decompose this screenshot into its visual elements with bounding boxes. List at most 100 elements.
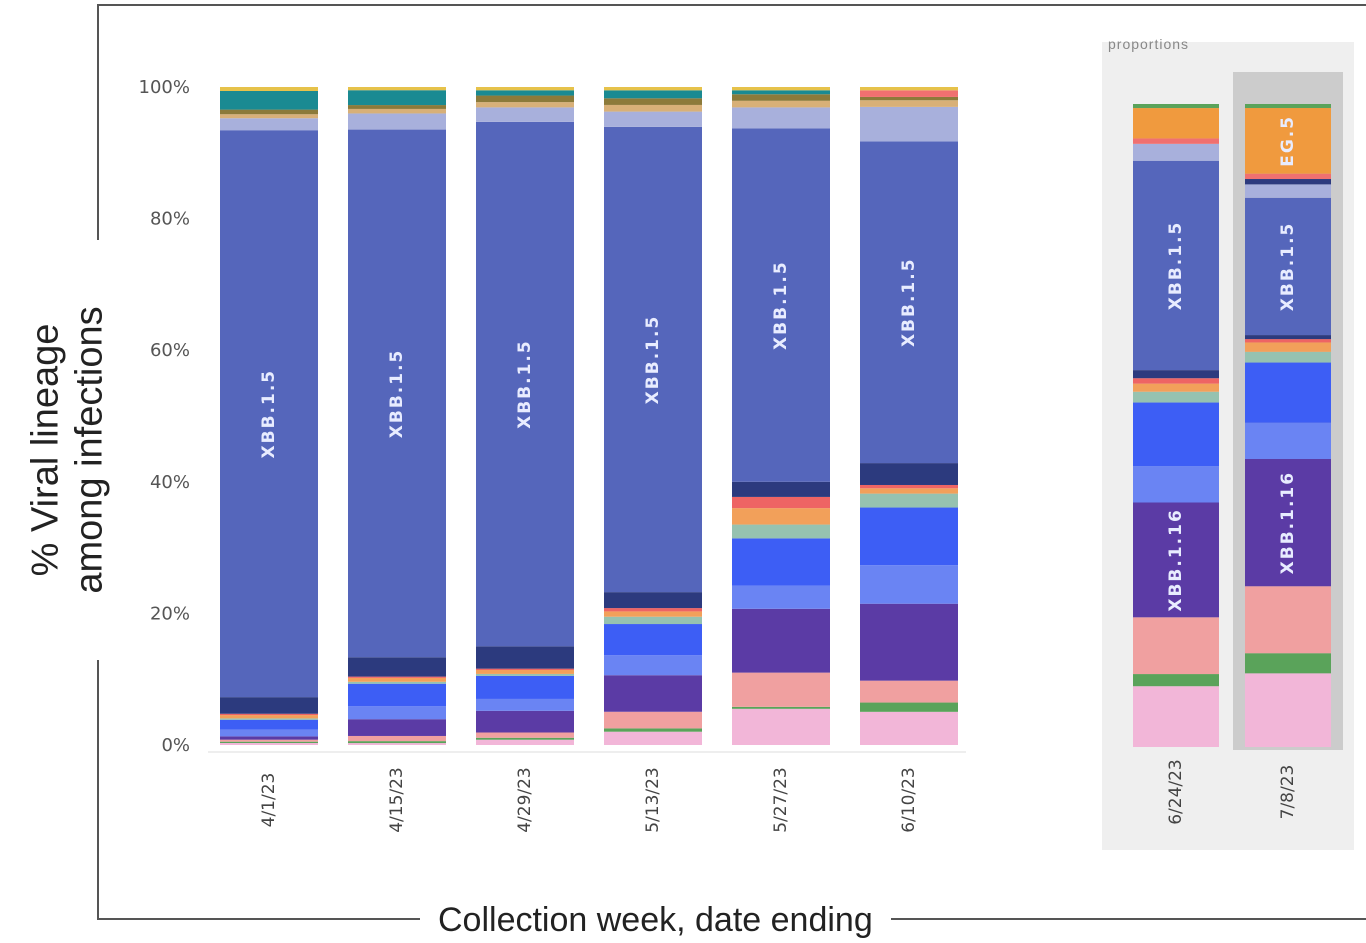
- bar-segment: [732, 608, 830, 673]
- bar-segment: [604, 90, 702, 99]
- inset-x-tick-label: 6/24/23: [1166, 759, 1186, 825]
- bar-segment: [476, 102, 574, 108]
- bar-segment: [220, 109, 318, 115]
- bar-segment: [860, 507, 958, 566]
- frame-top: [97, 4, 1366, 6]
- inset-bar-segment: [1133, 143, 1219, 161]
- bar-data-label: XBB.1.5: [643, 315, 663, 405]
- bar-segment: [860, 96, 958, 101]
- bar-segment: [476, 121, 574, 647]
- bar-segment: [860, 90, 958, 97]
- bar-segment: [348, 105, 446, 109]
- inset-bar-data-label: EG.5: [1278, 115, 1298, 167]
- x-tick-label: 5/13/23: [643, 767, 663, 833]
- inset-bar-segment: [1133, 391, 1219, 403]
- inset-x-tick-label: 7/8/23: [1278, 765, 1298, 820]
- inset-bar-data-label: XBB.1.5: [1278, 222, 1298, 312]
- inset-bar-segment: [1245, 179, 1331, 185]
- bar-segment: [348, 129, 446, 658]
- bar-segment: [476, 107, 574, 122]
- inset-bar-segment: [1133, 502, 1219, 618]
- bar-segment: [476, 698, 574, 711]
- inset-bar-segment: [1245, 458, 1331, 587]
- bar-segment: [348, 719, 446, 736]
- bar-segment: [732, 87, 830, 91]
- bar-segment: [220, 741, 318, 744]
- bar-segment: [604, 611, 702, 617]
- bar-segment: [220, 739, 318, 742]
- bar-segment: [604, 655, 702, 676]
- bar-segment: [476, 95, 574, 103]
- bar-segment: [732, 706, 830, 709]
- bar-segment: [860, 141, 958, 464]
- bar-segment: [604, 608, 702, 612]
- bar-segment: [604, 104, 702, 112]
- inset-bar-segment: [1245, 335, 1331, 340]
- bar-segment: [860, 565, 958, 604]
- bar-segment: [732, 100, 830, 108]
- x-tick-label: 4/29/23: [515, 767, 535, 833]
- bar-segment: [348, 657, 446, 677]
- bar-data-label: XBB.1.5: [387, 349, 407, 439]
- bar-segment: [220, 729, 318, 737]
- bar-data-label: XBB.1.5: [515, 339, 535, 429]
- inset-bar-segment: [1245, 342, 1331, 352]
- bar-segment: [348, 87, 446, 91]
- bar-segment: [604, 728, 702, 732]
- inset-bar-segment: [1245, 422, 1331, 459]
- inset-bar-segment: [1133, 674, 1219, 687]
- y-tick-label: 40%: [150, 472, 190, 493]
- bar-segment: [348, 90, 446, 106]
- bar-segment: [220, 118, 318, 131]
- inset-bar-segment: [1245, 197, 1331, 336]
- bar-segment: [220, 719, 318, 730]
- bar-segment: [604, 592, 702, 609]
- x-tick-label: 5/27/23: [771, 767, 791, 833]
- bar-segment: [860, 484, 958, 489]
- inset-bar-segment: [1245, 104, 1331, 109]
- inset-bar-segment: [1133, 370, 1219, 379]
- y-axis-title-line: among infections: [69, 306, 112, 594]
- inset-bar-segment: [1133, 383, 1219, 392]
- inset-bar-segment: [1245, 653, 1331, 674]
- y-tick-label: 60%: [150, 340, 190, 361]
- bar-segment: [604, 675, 702, 712]
- inset-bar-segment: [1133, 378, 1219, 384]
- bar-segment: [220, 715, 318, 719]
- inset-bar-segment: [1133, 686, 1219, 747]
- bar-segment: [860, 87, 958, 91]
- bar-segment: [348, 113, 446, 130]
- inset-bar-segment: [1245, 673, 1331, 747]
- bar-segment: [476, 739, 574, 745]
- bar-segment: [732, 585, 830, 609]
- bar-segment: [860, 488, 958, 494]
- y-axis-title-line: % Viral lineage: [25, 323, 68, 577]
- bar-segment: [476, 668, 574, 670]
- bar-segment: [732, 90, 830, 95]
- bar-segment: [220, 87, 318, 91]
- bar-segment: [604, 711, 702, 729]
- bar-segment: [860, 711, 958, 745]
- bar-segment: [348, 706, 446, 720]
- inset-bar-segment: [1133, 104, 1219, 109]
- inset-bar-data-label: XBB.1.16: [1166, 508, 1186, 611]
- bar-segment: [348, 676, 446, 678]
- y-axis-title: % Viral lineage among infections: [24, 306, 112, 593]
- bar-segment: [732, 107, 830, 129]
- bar-segment: [220, 713, 318, 716]
- bar-segment: [348, 683, 446, 707]
- bar-segment: [604, 624, 702, 656]
- bar-segment: [860, 463, 958, 485]
- bar-segment: [732, 672, 830, 707]
- y-tick-label: 0%: [161, 735, 190, 756]
- bar-segment: [476, 710, 574, 733]
- bar-segment: [220, 743, 318, 745]
- bar-segment: [220, 90, 318, 110]
- inset-bar-segment: [1133, 138, 1219, 144]
- bar-segment: [732, 508, 830, 525]
- inset-bar-segment: [1245, 362, 1331, 423]
- inset-bar-segment: [1133, 617, 1219, 675]
- bar-segment: [732, 524, 830, 539]
- bar-segment: [476, 737, 574, 740]
